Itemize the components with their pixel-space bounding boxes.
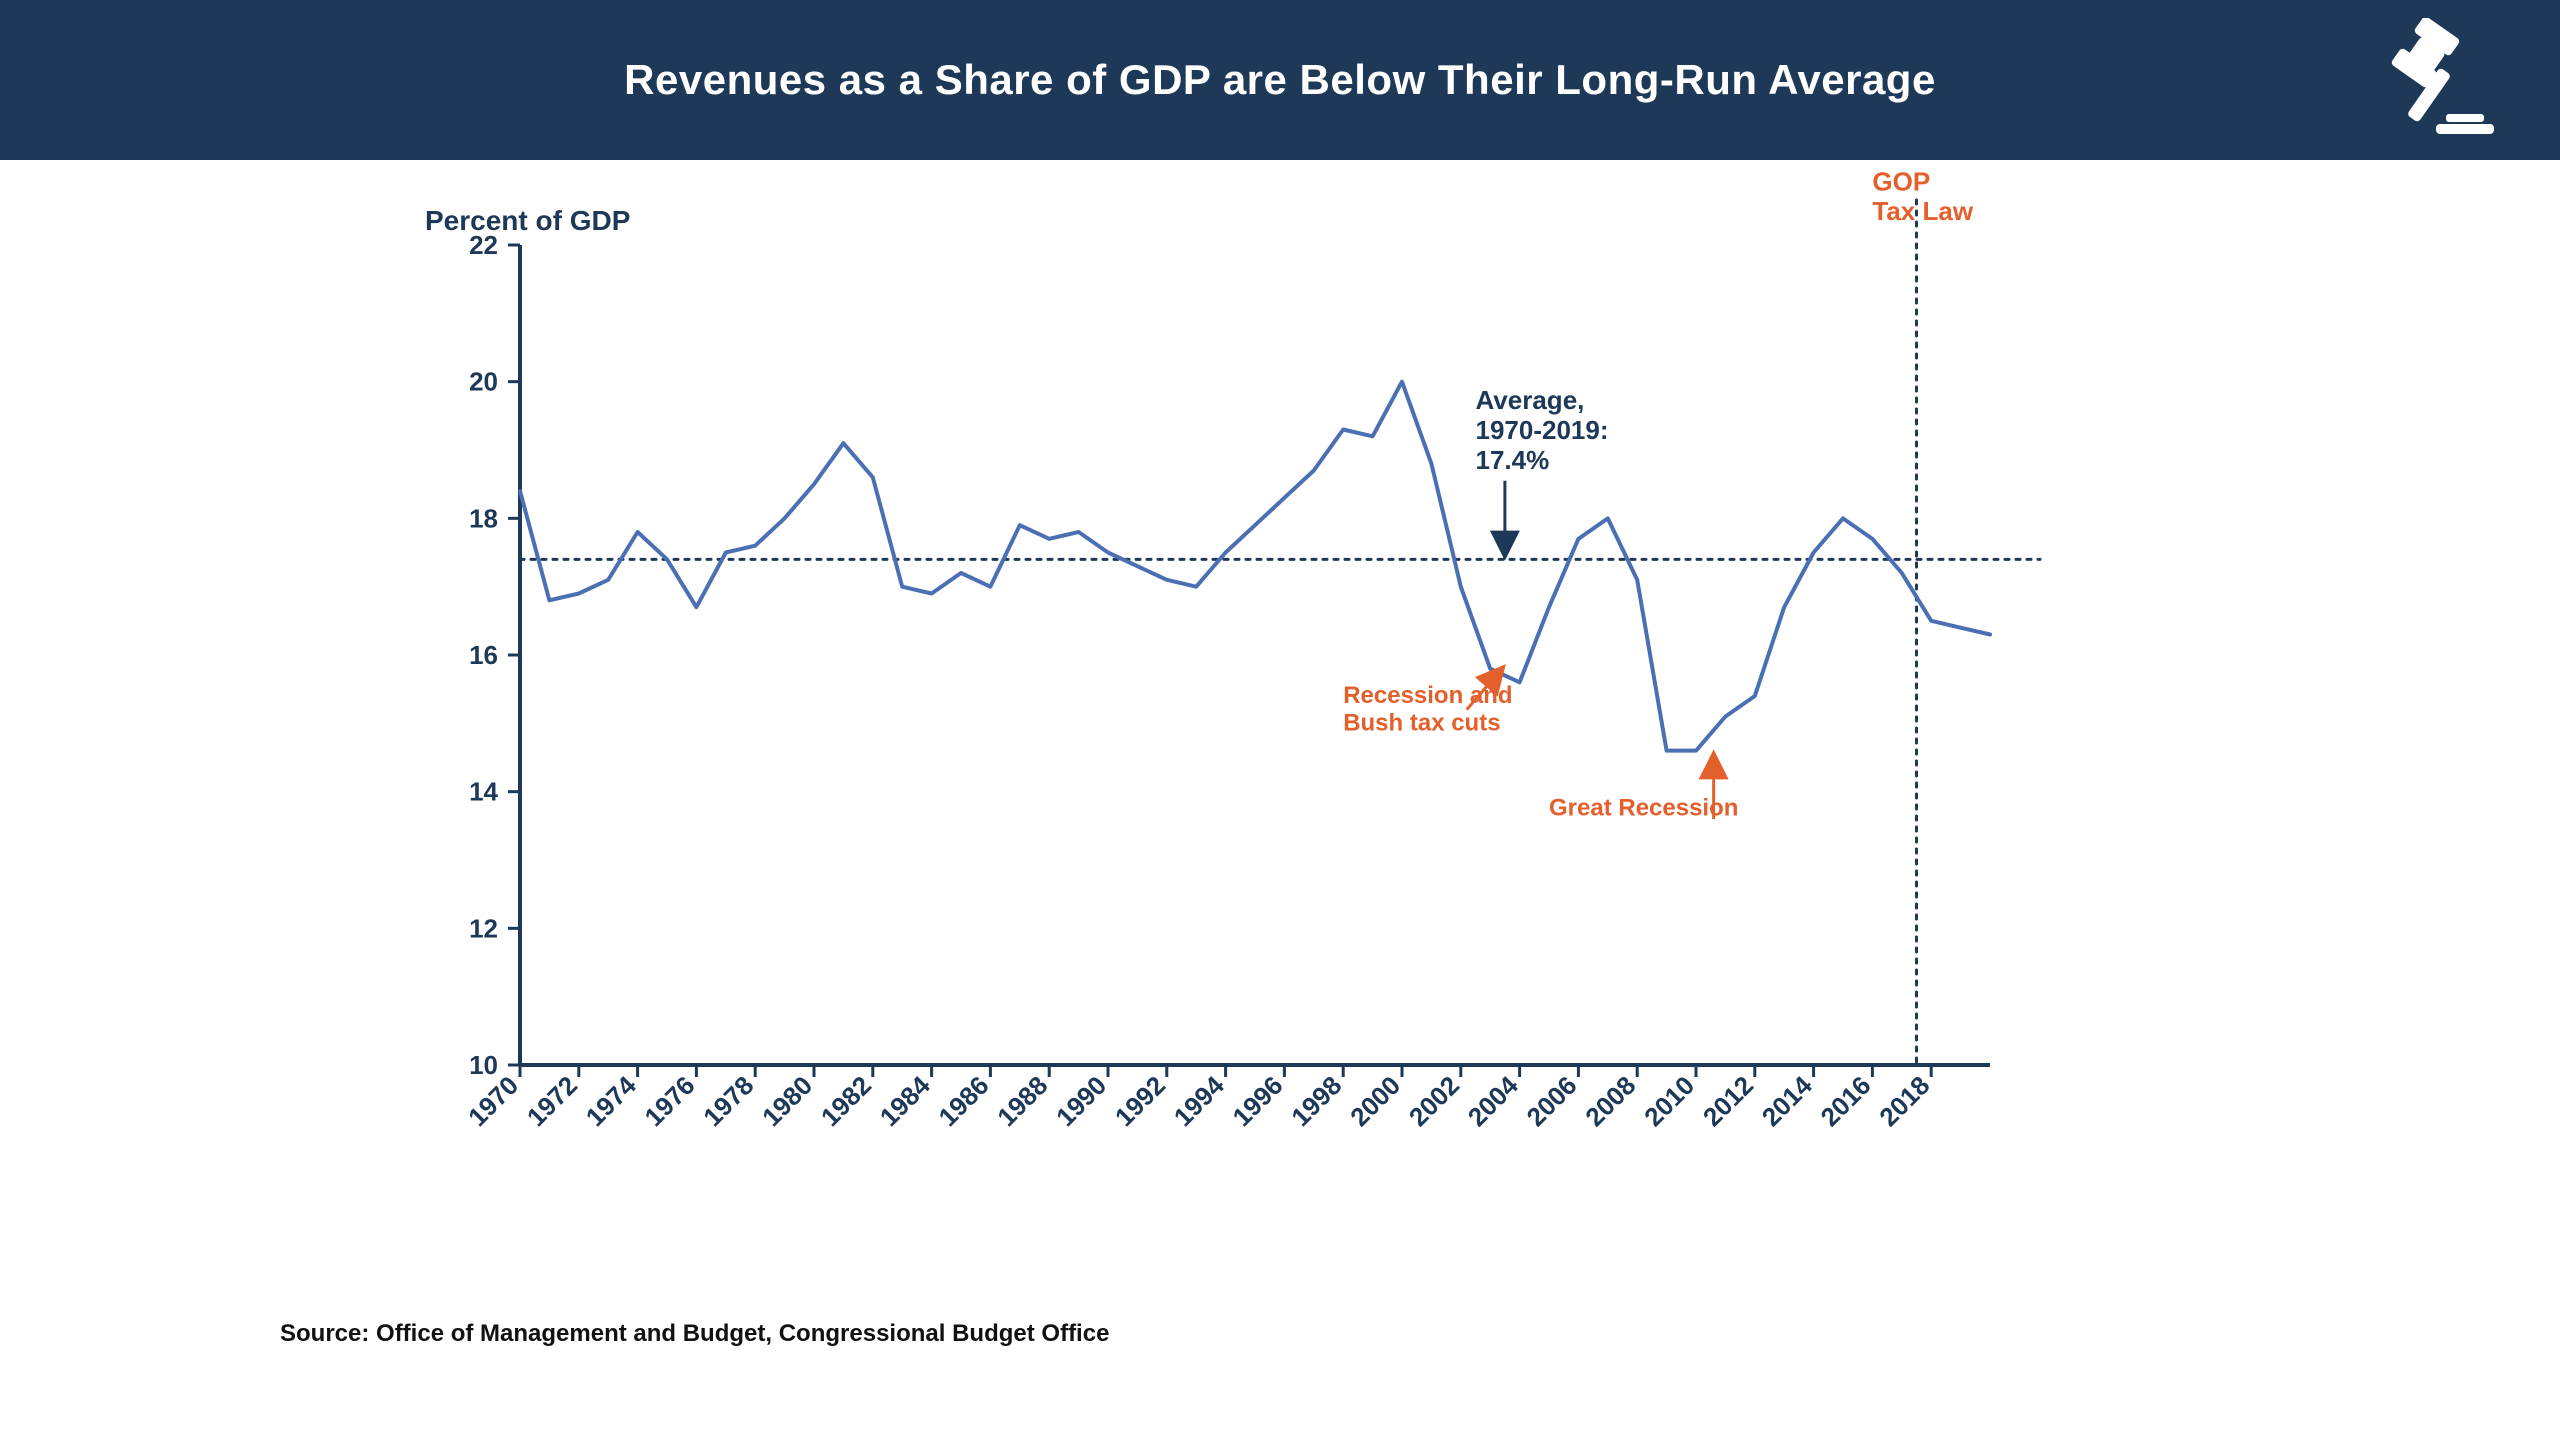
chart-svg: 1012141618202219701972197419761978198019… — [440, 215, 2000, 1115]
svg-text:Average,: Average, — [1476, 385, 1585, 415]
svg-text:2010: 2010 — [1638, 1070, 1700, 1132]
svg-text:16: 16 — [469, 640, 498, 670]
svg-text:1972: 1972 — [521, 1070, 583, 1132]
svg-text:Bush tax cuts: Bush tax cuts — [1343, 709, 1500, 736]
y-axis-label: Percent of GDP — [425, 205, 630, 237]
svg-text:1976: 1976 — [639, 1070, 701, 1132]
svg-text:2000: 2000 — [1344, 1070, 1406, 1132]
svg-text:Great Recession: Great Recession — [1549, 795, 1738, 822]
svg-text:2014: 2014 — [1756, 1070, 1818, 1132]
svg-text:12: 12 — [469, 913, 498, 943]
svg-text:2018: 2018 — [1873, 1070, 1935, 1132]
svg-text:10: 10 — [469, 1050, 498, 1080]
line-chart: Percent of GDP 1012141618202219701972197… — [440, 215, 2000, 1115]
svg-text:1986: 1986 — [933, 1070, 995, 1132]
svg-text:14: 14 — [469, 777, 498, 807]
source-note: Source: Office of Management and Budget,… — [280, 1320, 1109, 1348]
svg-text:20: 20 — [469, 367, 498, 397]
svg-text:1974: 1974 — [580, 1070, 642, 1132]
svg-text:1996: 1996 — [1227, 1070, 1289, 1132]
svg-text:2016: 2016 — [1815, 1070, 1877, 1132]
svg-text:1984: 1984 — [874, 1070, 936, 1132]
svg-text:18: 18 — [469, 503, 498, 533]
svg-text:1998: 1998 — [1285, 1070, 1347, 1132]
svg-text:2002: 2002 — [1403, 1070, 1465, 1132]
svg-text:1970-2019:: 1970-2019: — [1476, 415, 1609, 445]
page-title: Revenues as a Share of GDP are Below The… — [624, 56, 1936, 104]
svg-text:Tax Law: Tax Law — [1872, 196, 1973, 226]
gavel-icon — [2360, 18, 2500, 147]
svg-text:2012: 2012 — [1697, 1070, 1759, 1132]
svg-text:1980: 1980 — [756, 1070, 818, 1132]
svg-text:17.4%: 17.4% — [1476, 445, 1550, 475]
svg-text:1978: 1978 — [697, 1070, 759, 1132]
svg-text:1990: 1990 — [1050, 1070, 1112, 1132]
svg-text:2008: 2008 — [1579, 1070, 1641, 1132]
svg-text:GOP: GOP — [1872, 166, 1930, 196]
header-bar: Revenues as a Share of GDP are Below The… — [0, 0, 2560, 160]
svg-text:2006: 2006 — [1521, 1070, 1583, 1132]
svg-text:1982: 1982 — [815, 1070, 877, 1132]
svg-text:1992: 1992 — [1109, 1070, 1171, 1132]
svg-text:1988: 1988 — [991, 1070, 1053, 1132]
svg-text:1994: 1994 — [1168, 1070, 1230, 1132]
svg-text:2004: 2004 — [1462, 1070, 1524, 1132]
